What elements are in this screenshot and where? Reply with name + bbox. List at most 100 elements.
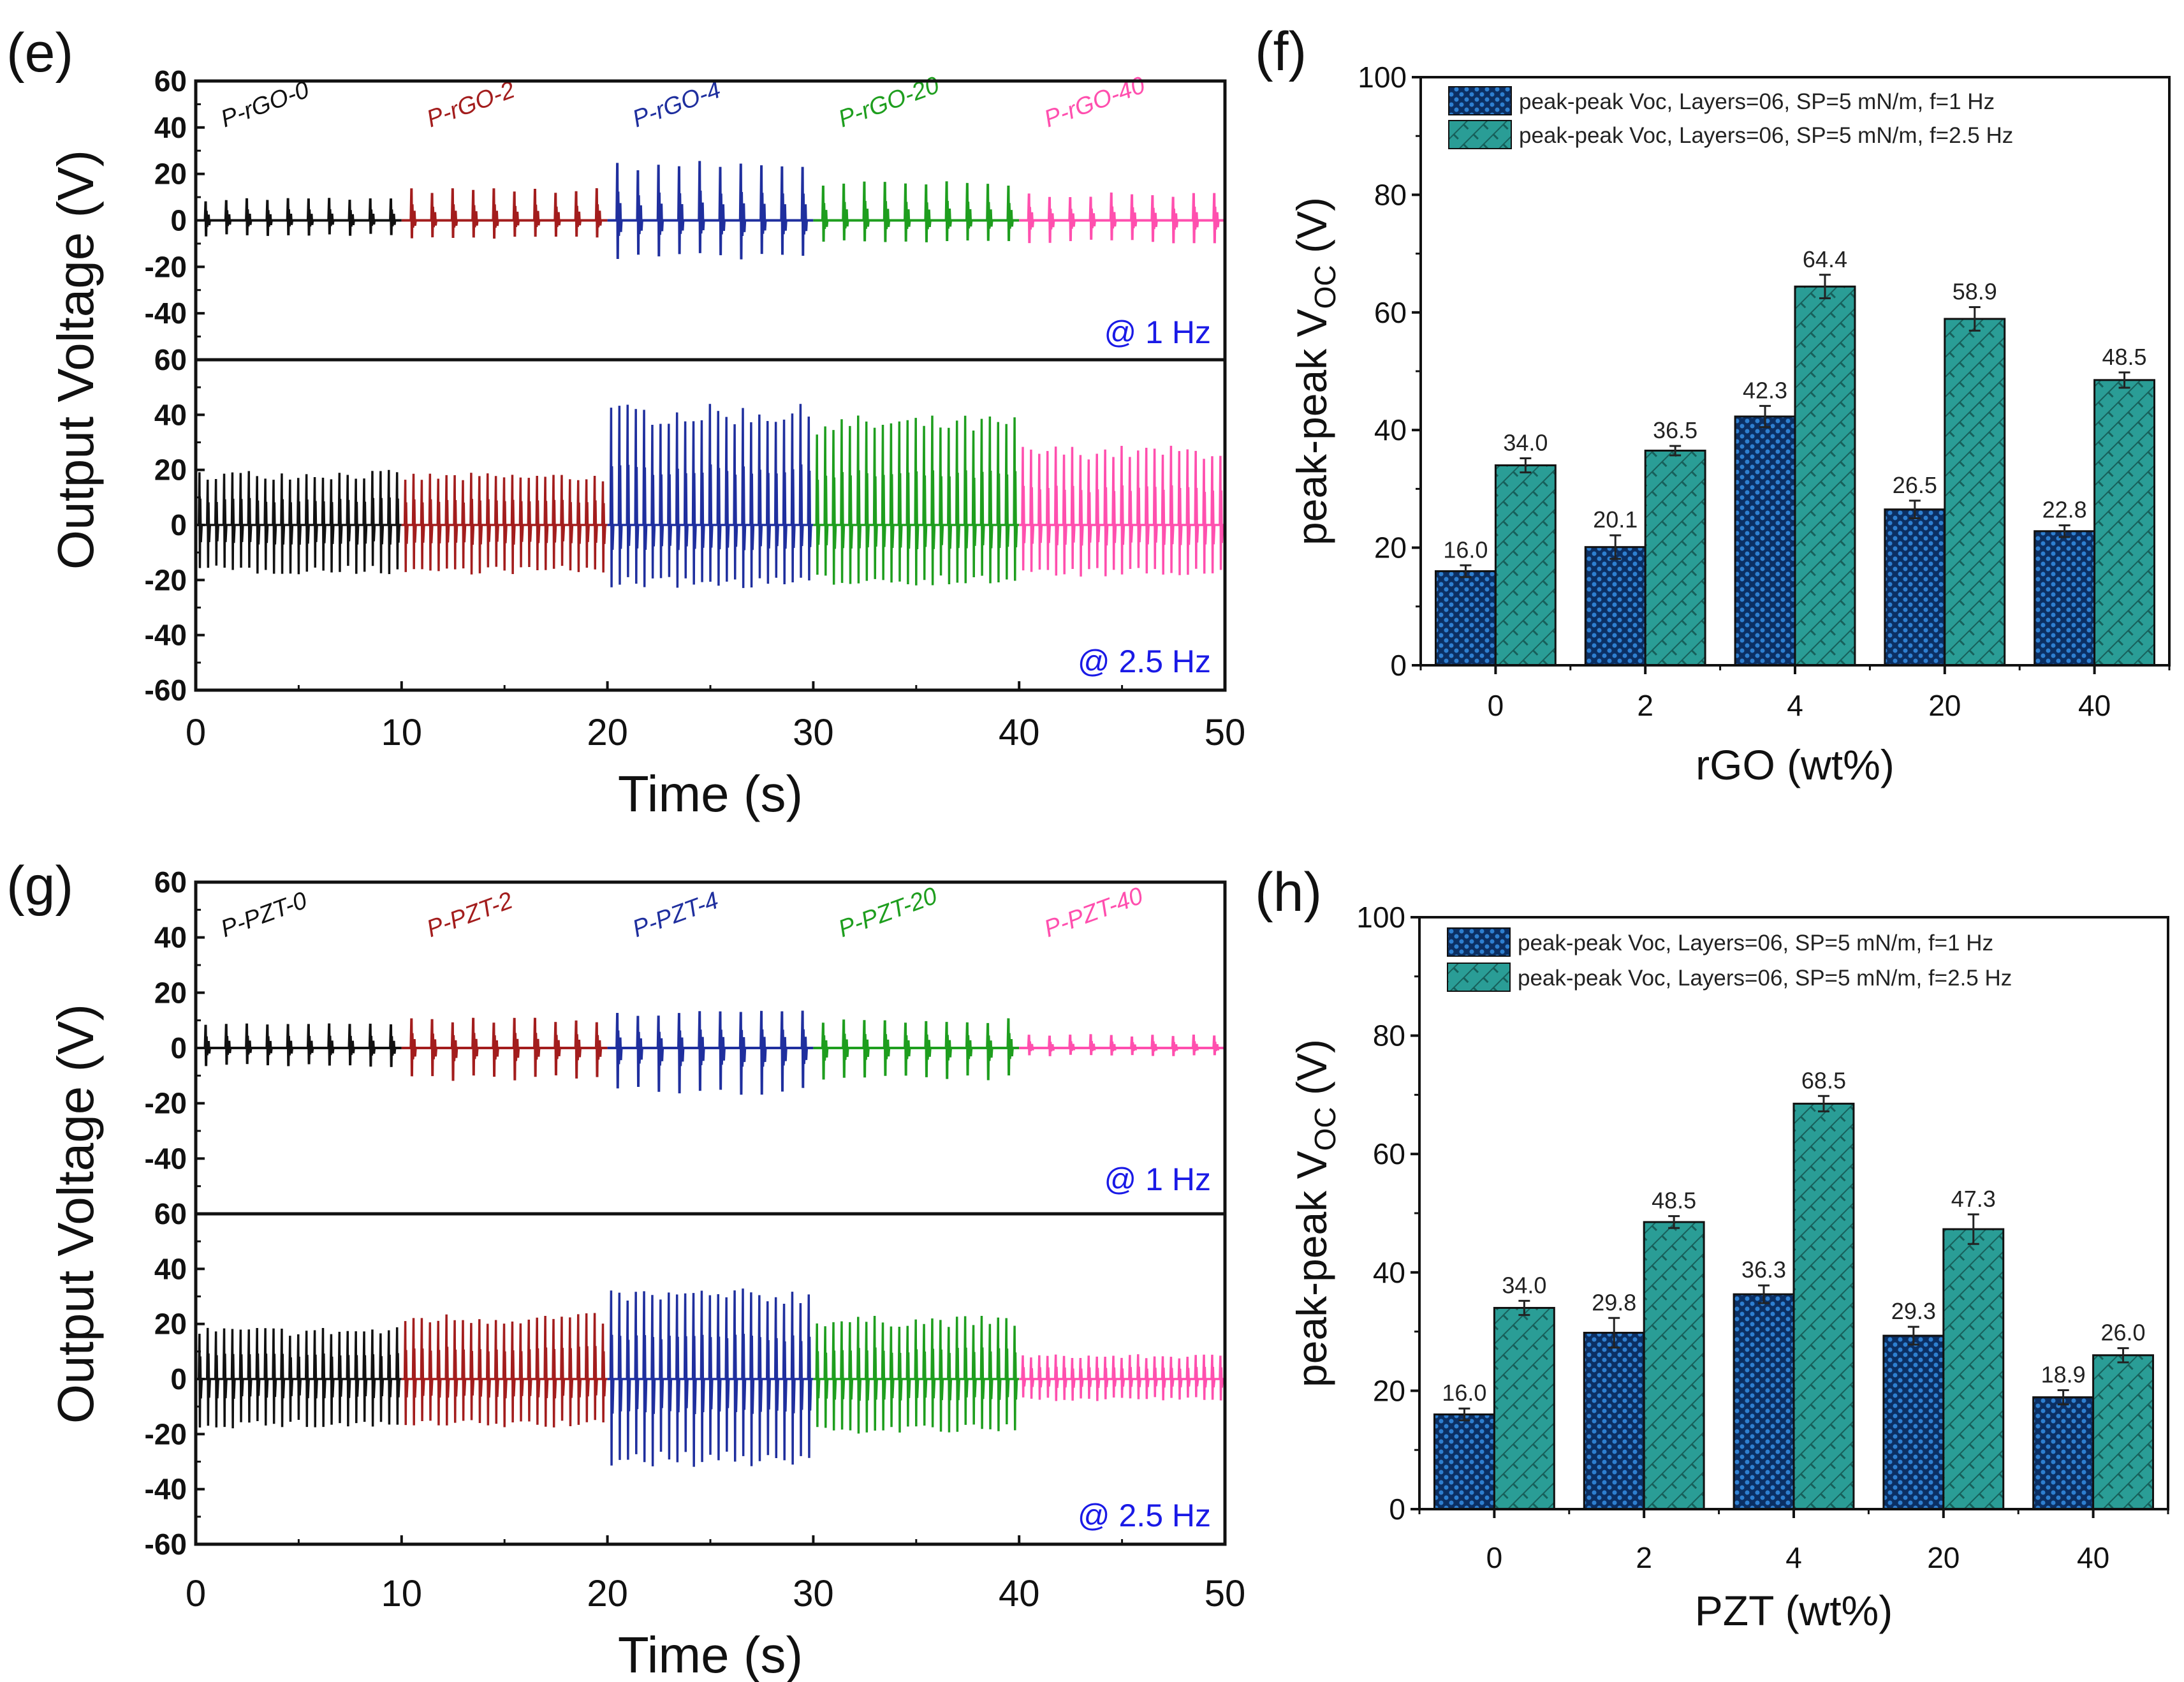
error-bar <box>1669 445 1682 457</box>
waveform-p-pzt-0 <box>196 1327 402 1429</box>
segment-label: P-rGO-0 <box>217 77 312 133</box>
bar-1hz-4 <box>1733 1293 1795 1510</box>
legend-swatch <box>1447 927 1511 957</box>
waveform-p-pzt-40 <box>1019 1354 1225 1401</box>
data-label: 47.3 <box>1951 1186 1996 1212</box>
error-bar <box>1909 499 1921 519</box>
plot-frame <box>1419 76 2171 667</box>
error-bar <box>1819 274 1831 300</box>
x-tick-label: 40 <box>999 1573 1040 1614</box>
data-label: 64.4 <box>1803 246 1847 272</box>
x-tick-label: 4 <box>1785 1541 1802 1574</box>
x-tick-label: 10 <box>381 1573 423 1614</box>
y-tick-label: 60 <box>1373 1137 1405 1170</box>
subplot-2-5hz: 60 40 20 0 -20 -40 -60 @ 2.5 Hz <box>145 1197 1225 1561</box>
waveform-p-rgo-0 <box>196 469 402 575</box>
y-tick-label: 80 <box>1373 1019 1405 1052</box>
y-tick-label: -40 <box>145 619 187 652</box>
waveform-p-rgo-40 <box>1019 192 1225 244</box>
x-tick-label: 30 <box>793 712 834 753</box>
bar-2-5hz-2 <box>1644 449 1706 667</box>
error-bar <box>1968 306 1981 332</box>
data-label: 29.3 <box>1891 1298 1936 1324</box>
x-tick-label: 20 <box>1927 1541 1960 1574</box>
panel-h-bar-chart: (h) 16.0 34.0 0 29.8 48.5 2 36.3 68.5 4 29.3 47.3 20… <box>1255 862 2169 1634</box>
legend-item: peak-peak Voc, Layers=06, SP=5 mN/m, f=2… <box>1448 120 2013 149</box>
y-tick-label: 40 <box>154 398 187 431</box>
x-tick-label: 40 <box>2077 1541 2109 1574</box>
segment-label: P-PZT-0 <box>217 887 311 943</box>
bar-1hz-4 <box>1734 415 1796 667</box>
bar-2-5hz-20 <box>1944 318 2006 667</box>
bar-2-5hz-4 <box>1794 285 1856 667</box>
data-label: 36.3 <box>1741 1257 1786 1283</box>
legend-label: peak-peak Voc, Layers=06, SP=5 mN/m, f=1… <box>1518 931 1993 955</box>
x-tick-label: 20 <box>587 1573 628 1614</box>
legend-swatch <box>1448 86 1512 115</box>
x-axis-label: Time (s) <box>618 765 803 822</box>
waveform-p-rgo-20 <box>813 415 1020 586</box>
y-tick-label: 20 <box>154 976 187 1009</box>
waveform-p-rgo-0 <box>196 198 402 237</box>
x-tick-label: 0 <box>186 712 206 753</box>
error-bar <box>1759 404 1771 429</box>
subplot-1hz: P-rGO-0 P-rGO-2 P-rGO-4 P-rGO-20 P-rGO-40604… <box>145 64 1225 350</box>
segment-label: P-rGO-4 <box>629 77 724 133</box>
y-tick-label: 20 <box>1374 531 1407 564</box>
y-tick-label: -60 <box>145 1528 187 1561</box>
legend-item: peak-peak Voc, Layers=06, SP=5 mN/m, f=1… <box>1448 86 1995 115</box>
error-bar <box>1967 1213 1979 1245</box>
y-tick-label: 0 <box>170 204 187 237</box>
x-tick-label: 40 <box>999 712 1040 753</box>
subplot-1hz: P-PZT-0 P-PZT-2 P-PZT-4 P-PZT-20 P-PZT-40 60 4… <box>145 866 1225 1197</box>
x-tick-label: 20 <box>587 712 628 753</box>
y-tick-label: -40 <box>145 1473 187 1506</box>
bar-2-5hz-0 <box>1494 464 1557 667</box>
panel-label: (f) <box>1255 21 1307 82</box>
error-bar <box>2058 524 2070 538</box>
waveform-p-pzt-2 <box>401 1017 608 1081</box>
bar-1hz-0 <box>1434 570 1497 667</box>
waveform-p-pzt-4 <box>607 1288 814 1467</box>
y-tick-label: 40 <box>1373 1256 1405 1289</box>
bar-2-5hz-40 <box>2092 1354 2155 1510</box>
panel-label: (h) <box>1255 862 1322 923</box>
x-tick-label: 40 <box>2078 689 2111 722</box>
data-label: 29.8 <box>1592 1289 1636 1315</box>
panel-f-bar-chart: (f) 16.0 34.0 0 20.1 36.5 2 42.3 64.4 4 26.5 58.9 20… <box>1255 21 2171 788</box>
legend-label: peak-peak Voc, Layers=06, SP=5 mN/m, f=2… <box>1519 123 2013 148</box>
bar-2-5hz-40 <box>2093 379 2156 667</box>
legend-label: peak-peak Voc, Layers=06, SP=5 mN/m, f=1… <box>1519 89 1995 114</box>
frequency-annotation: @ 2.5 Hz <box>1078 644 1211 679</box>
bar-2-5hz-0 <box>1493 1306 1555 1510</box>
y-axis-label: Output Voltage (V) <box>47 1004 104 1424</box>
data-label: 26.0 <box>2101 1320 2146 1346</box>
data-label: 22.8 <box>2042 497 2087 523</box>
x-axis-label: rGO (wt%) <box>1696 741 1895 788</box>
data-label: 16.0 <box>1442 1380 1486 1406</box>
error-bar <box>1907 1325 1919 1346</box>
y-tick-label: -40 <box>145 1142 187 1175</box>
bar-1hz-2 <box>1583 1331 1645 1510</box>
error-bar <box>2118 371 2130 389</box>
data-label: 18.9 <box>2041 1361 2086 1387</box>
y-tick-label: -60 <box>145 674 187 707</box>
y-axis-label: peak-peak VOC (V) <box>1288 1039 1342 1387</box>
y-tick-label: 100 <box>1356 901 1405 934</box>
y-tick-label: 100 <box>1358 61 1407 94</box>
error-bar <box>1817 1095 1829 1112</box>
x-tick-label: 20 <box>1928 689 1961 722</box>
y-tick-label: 80 <box>1374 178 1407 211</box>
data-label: 16.0 <box>1443 536 1488 563</box>
error-bar <box>1608 1317 1620 1349</box>
y-tick-label: 60 <box>154 343 187 376</box>
y-axis-label-subscript: OC <box>1308 1107 1342 1151</box>
y-tick-label: 20 <box>154 454 187 487</box>
y-tick-label: 20 <box>154 1308 187 1341</box>
error-bar <box>2117 1347 2129 1364</box>
x-axis-label: Time (s) <box>618 1627 803 1682</box>
y-axis-label-main: peak-peak V <box>1288 1151 1335 1387</box>
waveform-p-pzt-4 <box>607 1010 814 1095</box>
frequency-annotation: @ 1 Hz <box>1104 1162 1211 1197</box>
legend-swatch <box>1448 120 1512 149</box>
